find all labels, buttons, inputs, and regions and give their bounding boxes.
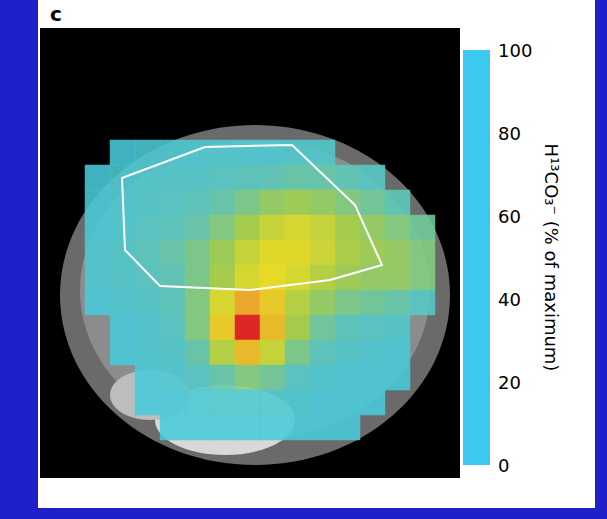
svg-text:100: 100 [498,40,532,61]
svg-text:20: 20 [498,372,521,393]
svg-text:c: c [50,2,62,26]
svg-text:80: 80 [498,123,521,144]
svg-text:0: 0 [498,455,509,476]
svg-text:40: 40 [498,289,521,310]
svg-text:H¹³CO₃⁻ (% of maximum): H¹³CO₃⁻ (% of maximum) [541,144,562,372]
svg-text:60: 60 [498,206,521,227]
